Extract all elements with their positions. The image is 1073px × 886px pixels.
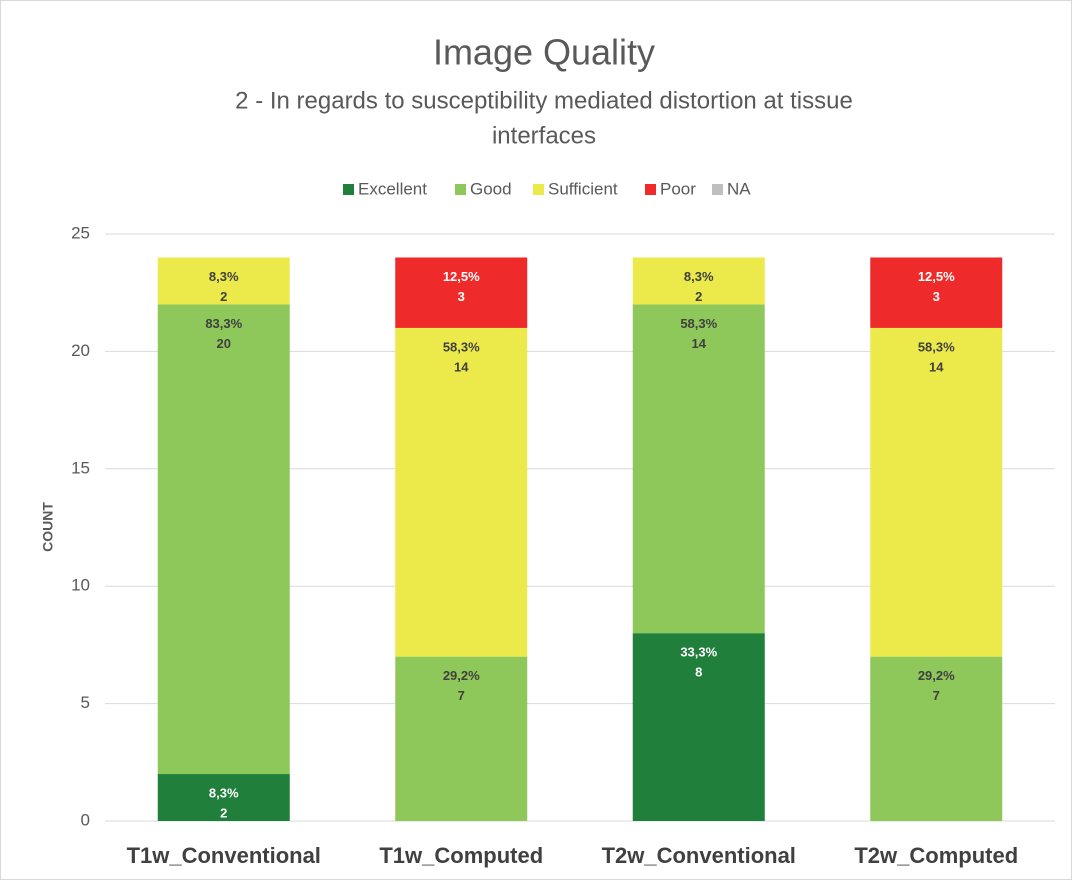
y-tick-label: 5 <box>81 693 90 712</box>
bar-segment <box>395 656 528 821</box>
bar-segment <box>157 774 290 821</box>
bar-segment <box>870 656 1003 821</box>
data-label: 2 <box>220 289 227 304</box>
percent-label: 8,3% <box>684 269 714 284</box>
percent-label: 29,2% <box>918 668 955 683</box>
y-tick-label: 25 <box>71 223 90 242</box>
y-tick-label: 20 <box>71 341 90 360</box>
legend-label: Poor <box>660 179 696 198</box>
data-label: 14 <box>454 359 469 374</box>
data-label: 2 <box>220 805 227 820</box>
bar-segment <box>632 304 765 634</box>
legend-swatch <box>343 184 354 195</box>
legend-swatch <box>712 184 723 195</box>
chart-subtitle: interfaces <box>492 122 596 149</box>
x-tick-label: T1w_Computed <box>379 843 543 868</box>
percent-label: 83,3% <box>205 316 242 331</box>
data-label: 20 <box>217 336 231 351</box>
percent-label: 12,5% <box>443 269 480 284</box>
x-tick-label: T2w_Computed <box>854 843 1018 868</box>
y-axis-label: COUNT <box>40 502 56 552</box>
percent-label: 8,3% <box>209 269 239 284</box>
percent-label: 29,2% <box>443 668 480 683</box>
data-label: 14 <box>692 336 707 351</box>
legend-label: Excellent <box>358 179 427 198</box>
y-tick-label: 10 <box>71 576 90 595</box>
percent-label: 58,3% <box>443 339 480 354</box>
y-tick-label: 0 <box>81 810 90 829</box>
legend-label: NA <box>727 179 751 198</box>
data-label: 3 <box>458 289 465 304</box>
bar-segment <box>395 257 528 328</box>
bar-segment <box>632 633 765 821</box>
data-label: 7 <box>458 688 465 703</box>
legend-swatch <box>645 184 656 195</box>
data-label: 14 <box>929 359 944 374</box>
legend-label: Sufficient <box>548 179 618 198</box>
bar-segment <box>157 257 290 305</box>
percent-label: 58,3% <box>680 316 717 331</box>
bar-segment <box>157 304 290 775</box>
data-label: 3 <box>933 289 940 304</box>
legend-swatch <box>455 184 466 195</box>
bar-segment <box>632 257 765 305</box>
bar-segment <box>395 327 528 657</box>
x-tick-label: T2w_Conventional <box>602 843 796 868</box>
data-label: 2 <box>695 289 702 304</box>
chart-title: Image Quality <box>433 32 655 73</box>
chart-subtitle: 2 - In regards to susceptibility mediate… <box>235 87 853 114</box>
x-tick-label: T1w_Conventional <box>127 843 321 868</box>
percent-label: 12,5% <box>918 269 955 284</box>
percent-label: 58,3% <box>918 339 955 354</box>
legend-label: Good <box>470 179 512 198</box>
bar-segment <box>870 327 1003 657</box>
percent-label: 33,3% <box>680 645 717 660</box>
data-label: 7 <box>933 688 940 703</box>
bar-segment <box>870 257 1003 328</box>
data-label: 8 <box>695 665 702 680</box>
y-tick-label: 15 <box>71 458 90 477</box>
legend-swatch <box>533 184 544 195</box>
percent-label: 8,3% <box>209 785 239 800</box>
